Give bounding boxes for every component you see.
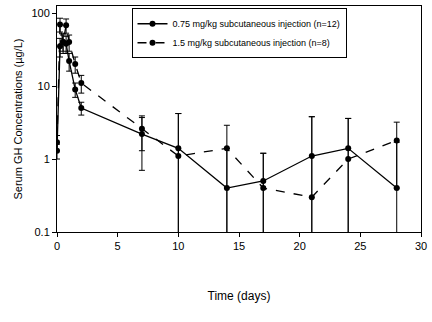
svg-text:0.75 mg/kg subcutaneous inject: 0.75 mg/kg subcutaneous injection (n=12) bbox=[173, 19, 340, 29]
svg-text:25: 25 bbox=[354, 240, 366, 252]
svg-text:10: 10 bbox=[172, 240, 184, 252]
svg-text:5: 5 bbox=[115, 240, 121, 252]
svg-text:15: 15 bbox=[233, 240, 245, 252]
svg-text:100: 100 bbox=[31, 7, 49, 19]
svg-text:0: 0 bbox=[54, 240, 60, 252]
svg-text:Time (days): Time (days) bbox=[208, 289, 271, 303]
svg-text:Serum GH Concentrations (µg/L): Serum GH Concentrations (µg/L) bbox=[12, 38, 24, 199]
svg-text:0.1: 0.1 bbox=[35, 226, 50, 238]
svg-text:1: 1 bbox=[44, 153, 50, 165]
svg-text:10: 10 bbox=[38, 80, 50, 92]
svg-text:1.5 mg/kg subcutaneous injecti: 1.5 mg/kg subcutaneous injection (n=8) bbox=[173, 38, 330, 48]
svg-text:20: 20 bbox=[294, 240, 306, 252]
svg-text:30: 30 bbox=[415, 240, 427, 252]
